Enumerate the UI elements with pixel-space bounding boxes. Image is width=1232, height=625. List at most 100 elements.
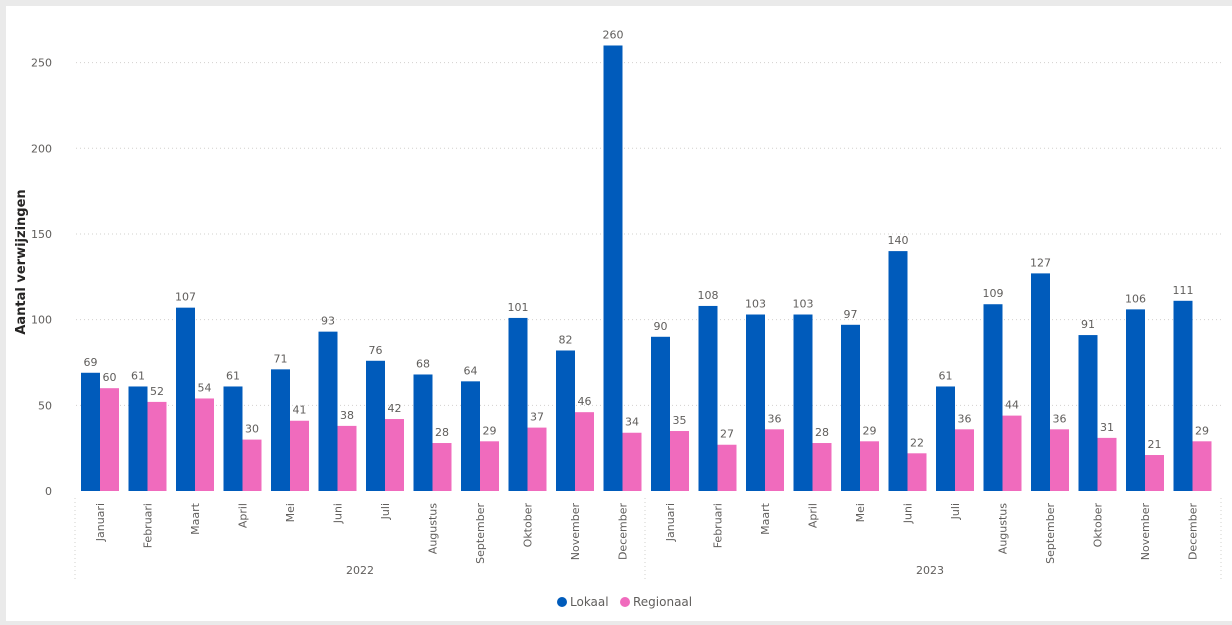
data-label: 44 [1005, 399, 1019, 412]
bar-regionaal [432, 443, 452, 491]
y-tick-label: 150 [31, 228, 52, 241]
x-category-label: Mei [284, 503, 297, 522]
data-label: 38 [340, 409, 354, 422]
data-labels: 69 60 61 52 107 54 61 30 71 41 93 38 76 42 68 28 64 29 101… [84, 28, 1210, 451]
data-label: 31 [1100, 421, 1114, 434]
y-tick-label: 250 [31, 57, 52, 70]
bar-regionaal [290, 420, 309, 491]
bar-regionaal [242, 439, 262, 491]
bar-lokaal [366, 360, 385, 491]
legend-label: Lokaal [570, 595, 609, 609]
data-label: 21 [1148, 438, 1162, 451]
x-group-label: 2022 [346, 564, 374, 577]
data-label: 29 [1195, 424, 1209, 437]
bar-lokaal [1126, 309, 1145, 491]
data-label: 101 [508, 301, 529, 314]
chart-panel: 0 50 100 150 200 250 Aantal verwijzingen 69 60… [6, 6, 1232, 621]
data-label: 28 [435, 426, 449, 439]
bar-lokaal [128, 386, 148, 491]
y-tick-label: 50 [38, 399, 52, 412]
bar-regionaal [670, 431, 689, 491]
bar-regionaal [860, 441, 879, 491]
data-label: 46 [578, 395, 592, 408]
data-label: 54 [198, 381, 212, 394]
data-label: 64 [464, 364, 478, 377]
bar-lokaal [651, 336, 670, 491]
x-category-label: April [237, 503, 250, 528]
y-tick-label: 200 [31, 142, 52, 155]
data-label: 111 [1173, 284, 1194, 297]
bar-lokaal [556, 350, 575, 491]
data-label: 91 [1081, 318, 1095, 331]
bar-lokaal [318, 331, 338, 491]
data-label: 29 [483, 424, 497, 437]
bar-regionaal [907, 453, 927, 491]
bar-regionaal [385, 419, 404, 491]
data-label: 37 [530, 411, 544, 424]
data-label: 42 [388, 402, 402, 415]
x-category-label: Augustus [997, 503, 1010, 554]
bar-regionaal [147, 401, 167, 491]
data-label: 103 [793, 298, 814, 311]
data-label: 93 [321, 315, 335, 328]
x-category-label: Februari [712, 503, 725, 548]
data-label: 76 [369, 344, 383, 357]
data-label: 69 [84, 356, 98, 369]
legend[interactable]: Lokaal Regionaal [557, 595, 692, 609]
x-category-label: Juni [902, 503, 915, 524]
data-label: 34 [625, 416, 639, 429]
bar-lokaal [413, 374, 433, 491]
data-label: 140 [888, 234, 909, 247]
x-category-label: Januari [94, 503, 107, 542]
bar-lokaal [983, 304, 1003, 491]
bar-regionaal [480, 441, 499, 491]
x-category-label: September [1044, 503, 1057, 564]
bar-lokaal [698, 305, 718, 491]
legend-marker [620, 597, 630, 607]
bar-lokaal [1173, 300, 1193, 491]
bar-regionaal [1192, 441, 1212, 491]
bar-regionaal [1050, 429, 1069, 491]
gridlines [76, 62, 1222, 406]
x-category-label: November [1139, 503, 1152, 561]
legend-item-lokaal[interactable]: Lokaal [557, 595, 609, 609]
data-label: 97 [844, 308, 858, 321]
bar-regionaal [195, 398, 214, 491]
bar-regionaal [1002, 415, 1022, 491]
data-label: 90 [654, 320, 668, 333]
x-category-label: Juli [379, 503, 392, 520]
bar-lokaal [81, 372, 100, 491]
data-label: 30 [245, 423, 259, 436]
data-label: 22 [910, 436, 924, 449]
x-axis: Januari Februari Maart April Mei Juni Juli Augu… [74, 498, 1222, 580]
legend-item-regionaal[interactable]: Regionaal [620, 595, 692, 609]
bar-lokaal [603, 45, 623, 492]
bar-lokaal [888, 251, 908, 491]
bar-regionaal [100, 388, 119, 491]
data-label: 27 [720, 428, 734, 441]
bar-lokaal [223, 386, 243, 491]
x-category-label: Januari [664, 503, 677, 542]
data-label: 107 [175, 291, 196, 304]
x-category-label: Februari [142, 503, 155, 548]
data-label: 106 [1125, 292, 1146, 305]
data-label: 127 [1030, 256, 1051, 269]
data-label: 71 [274, 352, 288, 365]
data-label: 103 [745, 298, 766, 311]
bar-regionaal [622, 432, 642, 491]
x-category-label: April [807, 503, 820, 528]
x-category-label: Juli [949, 503, 962, 520]
bar-chart: 0 50 100 150 200 250 Aantal verwijzingen 69 60… [14, 28, 1222, 609]
bar-lokaal [508, 317, 528, 491]
bar-regionaal [717, 444, 737, 491]
data-label: 61 [226, 369, 240, 382]
bar-lokaal [461, 381, 480, 491]
bar-lokaal [793, 314, 813, 491]
y-axis-title: Aantal verwijzingen [14, 189, 29, 334]
data-label: 260 [603, 28, 624, 41]
data-label: 35 [673, 414, 687, 427]
data-label: 29 [863, 424, 877, 437]
x-category-label: Juni [332, 503, 345, 524]
x-category-label: Maart [189, 502, 202, 534]
data-label: 28 [815, 426, 829, 439]
